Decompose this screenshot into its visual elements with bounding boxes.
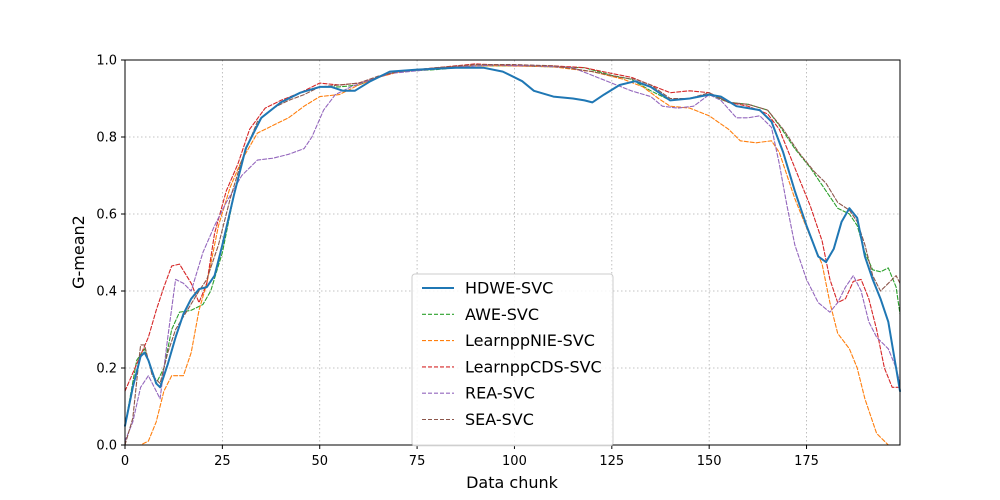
legend-label: REA-SVC: [465, 384, 535, 403]
legend-label: SEA-SVC: [465, 410, 534, 429]
legend-label: LearnppNIE-SVC: [465, 331, 595, 350]
series-line-rea-svc: [124, 64, 901, 442]
legend-box: [411, 273, 614, 447]
x-tick-label: 125: [599, 454, 624, 469]
y-tick-label: 0.4: [96, 285, 117, 300]
x-tick-label: 75: [409, 454, 426, 469]
x-tick-label: 100: [502, 454, 527, 469]
y-axis-label: G-mean2: [69, 215, 88, 289]
axis-ticks: 0 25 50 75 100 125 150 175 0.0 0.2 0.4 0.6 0.8 1.0: [96, 54, 819, 470]
y-tick-label: 0.8: [96, 131, 117, 146]
y-tick-label: 0.6: [96, 208, 117, 223]
legend-label: HDWE-SVC: [465, 279, 553, 298]
y-tick-label: 1.0: [96, 54, 117, 69]
series-line-sea-svc: [124, 64, 901, 446]
x-tick-label: 50: [311, 454, 328, 469]
series-lines: [124, 63, 901, 446]
x-axis-label: Data chunk: [466, 473, 559, 492]
x-tick-label: 0: [121, 454, 129, 469]
legend-label: AWE-SVC: [465, 305, 539, 324]
x-tick-label: 150: [697, 454, 722, 469]
series-line-hdwe-svc: [124, 66, 901, 427]
y-tick-label: 0.0: [96, 439, 117, 454]
x-tick-label: 175: [794, 454, 819, 469]
legend: HDWE-SVC AWE-SVC LearnppNIE-SVC LearnppCDS-…: [411, 273, 614, 447]
x-tick-label: 25: [214, 454, 231, 469]
y-tick-label: 0.2: [96, 362, 117, 377]
legend-label: LearnppCDS-SVC: [465, 357, 602, 376]
